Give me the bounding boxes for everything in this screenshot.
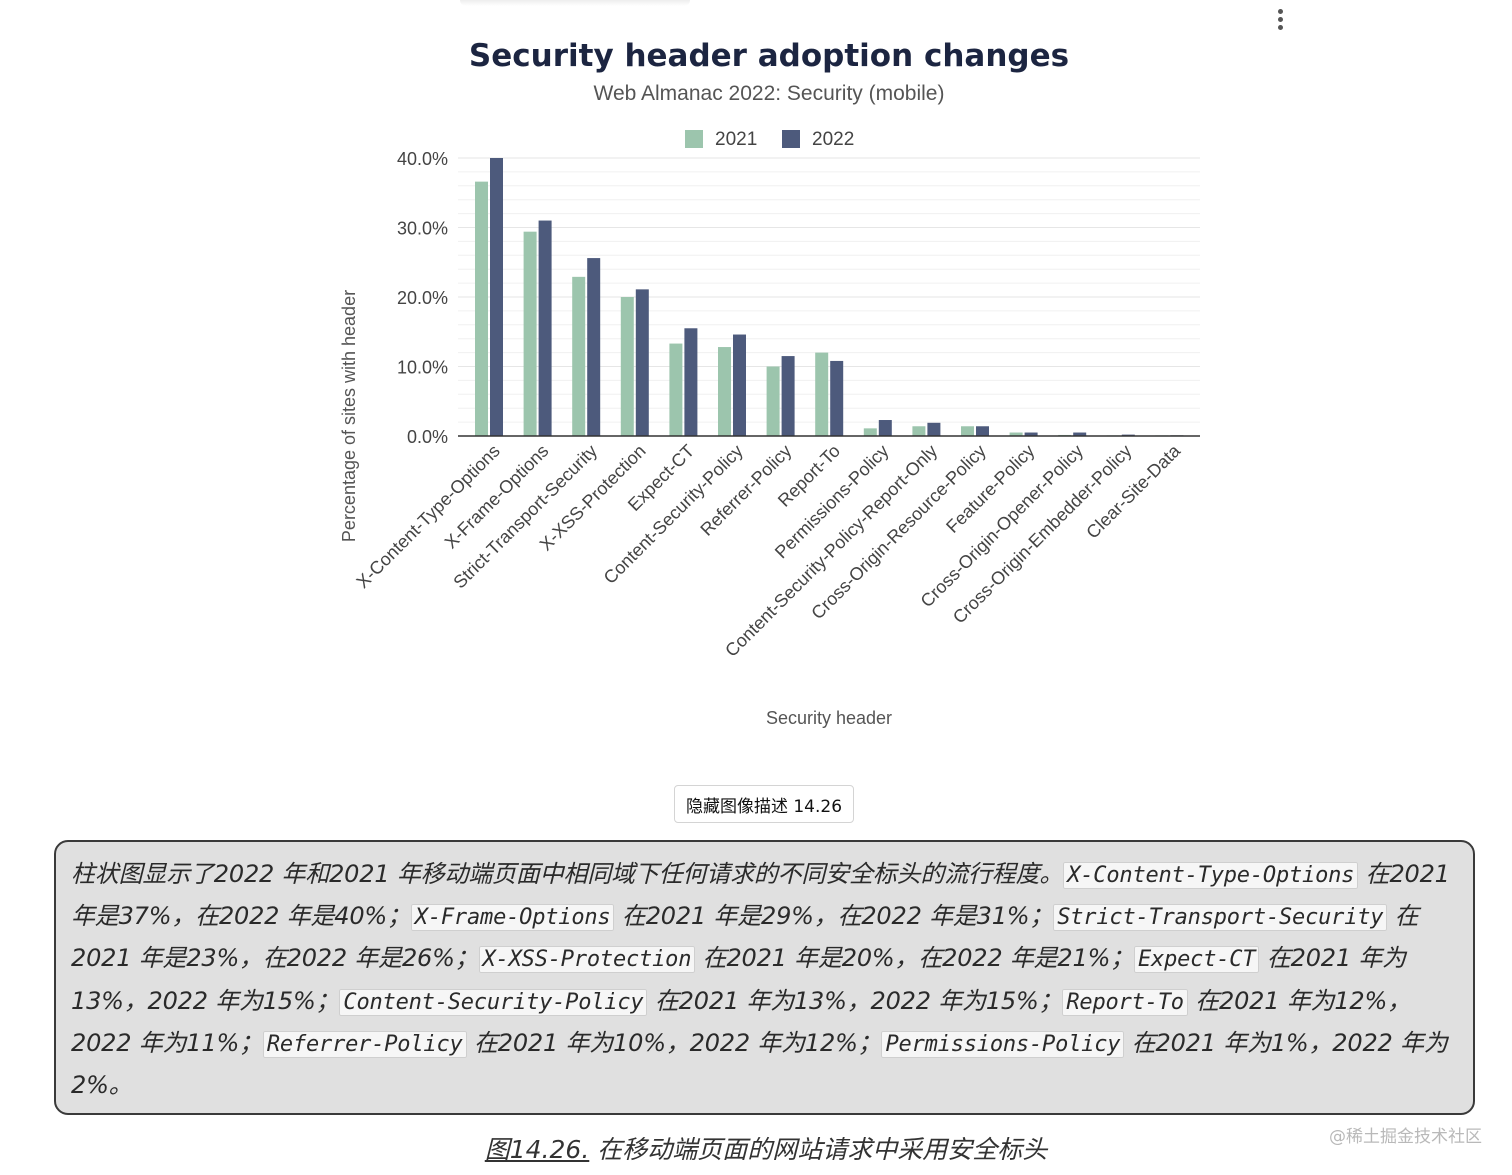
bar-2021-strict-transport-security	[572, 276, 586, 436]
legend-label-2022: 2022	[812, 129, 854, 150]
bar-2022-strict-transport-security	[587, 258, 601, 436]
bar-2021-report-to	[815, 352, 829, 436]
bar-2022-referrer-policy	[781, 356, 795, 436]
bar-2022-feature-policy	[1024, 432, 1038, 436]
header-name-code: Strict-Transport-Security	[1053, 904, 1388, 932]
menu-dot	[1277, 16, 1283, 22]
description-text: 在2021 年是29%，在2022 年是31%；	[614, 902, 1054, 931]
bar-2022-content-security-policy-report-only	[927, 422, 941, 436]
description-text: 在2021 年是20%，在2022 年是21%；	[695, 944, 1135, 973]
y-tick-label: 30.0%	[397, 219, 448, 239]
chart-subtitle: Web Almanac 2022: Security (mobile)	[594, 82, 945, 105]
y-tick-label: 40.0%	[397, 149, 448, 169]
y-tick-label: 10.0%	[397, 358, 448, 378]
description-text: 在2021 年是37%，在2022 年是40%；	[71, 860, 1450, 931]
bar-2021-expect-ct	[669, 343, 683, 436]
figure-caption-text: 在移动端页面的网站请求中采用安全标头	[589, 1135, 1048, 1164]
description-text: 在2021 年为1%，2022 年为2%。	[71, 1028, 1448, 1100]
description-text: 在2021 年为13%，2022 年为15%；	[71, 944, 1406, 1015]
bar-2021-content-security-policy-report-only	[912, 426, 926, 436]
bar-2022-expect-ct	[684, 328, 698, 436]
header-name-code: X-Frame-Options	[410, 904, 615, 932]
y-tick-label: 0.0%	[407, 427, 448, 447]
menu-dot	[1277, 8, 1283, 14]
bar-2022-x-frame-options	[538, 220, 552, 436]
header-name-code: Expect-CT	[1133, 946, 1260, 974]
figure-caption: 图14.26. 在移动端页面的网站请求中采用安全标头	[0, 1130, 1512, 1166]
bar-2022-report-to	[830, 360, 844, 436]
bar-2022-cross-origin-opener-policy	[1073, 432, 1087, 436]
chart-title: Security header adoption changes	[469, 38, 1069, 74]
top-edge-shadow	[460, 0, 690, 6]
bar-2021-x-frame-options	[523, 231, 537, 436]
bar-2022-x-xss-protection	[635, 289, 649, 436]
x-axis-label: Security header	[766, 708, 892, 728]
bar-2022-content-security-policy	[733, 334, 746, 436]
description-text: 在2021 年是23%，在2022 年是26%；	[71, 902, 1419, 973]
legend-swatch-2021	[685, 130, 703, 148]
kebab-menu-icon[interactable]	[1266, 4, 1294, 34]
bar-2022-x-content-type-options	[490, 158, 503, 436]
bar-2022-cross-origin-resource-policy	[976, 426, 989, 436]
image-description: 柱状图显示了2022 年和2021 年移动端页面中相同域下任何请求的不同安全标头…	[54, 840, 1475, 1115]
header-name-code: Content-Security-Policy	[339, 988, 648, 1016]
figure-link[interactable]: 图14.26.	[484, 1135, 590, 1164]
header-name-code: Report-To	[1062, 988, 1188, 1016]
legend-swatch-2022	[782, 130, 800, 148]
header-name-code: X-Content-Type-Options	[1063, 862, 1359, 889]
bar-2022-permissions-policy	[878, 420, 892, 436]
bar-2021-cross-origin-resource-policy	[961, 426, 974, 436]
legend-label-2021: 2021	[715, 129, 757, 150]
watermark: @稀土掘金技术社区	[1329, 1127, 1482, 1147]
header-name-code: Permissions-Policy	[881, 1030, 1125, 1058]
description-text: 柱状图显示了2022 年和2021 年移动端页面中相同域下任何请求的不同安全标头…	[71, 860, 1064, 888]
bar-2021-referrer-policy	[766, 366, 780, 436]
bar-2021-feature-policy	[1009, 432, 1023, 436]
x-tick-label: Cross-Origin-Embedder-Policy	[949, 441, 1136, 628]
bar-2021-x-content-type-options	[475, 181, 488, 436]
header-name-code: X-XSS-Protection	[478, 946, 696, 974]
bar-2021-x-xss-protection	[620, 297, 634, 436]
header-name-code: Referrer-Policy	[262, 1030, 467, 1058]
description-text: 在2021 年为12%，2022 年为11%；	[71, 986, 1411, 1057]
security-header-chart: Security header adoption changes Web Alma…	[339, 38, 1200, 728]
y-axis-label: Percentage of sites with header	[339, 290, 359, 542]
description-text: 在2021 年为13%，2022 年为15%；	[647, 986, 1063, 1015]
bar-2021-content-security-policy	[718, 347, 731, 436]
hide-description-button[interactable]: 隐藏图像描述 14.26	[674, 785, 854, 823]
y-tick-label: 20.0%	[397, 288, 448, 308]
menu-dot	[1277, 24, 1283, 30]
description-text: 在2021 年为10%，2022 年为12%；	[466, 1028, 882, 1057]
bar-2021-permissions-policy	[863, 428, 877, 436]
